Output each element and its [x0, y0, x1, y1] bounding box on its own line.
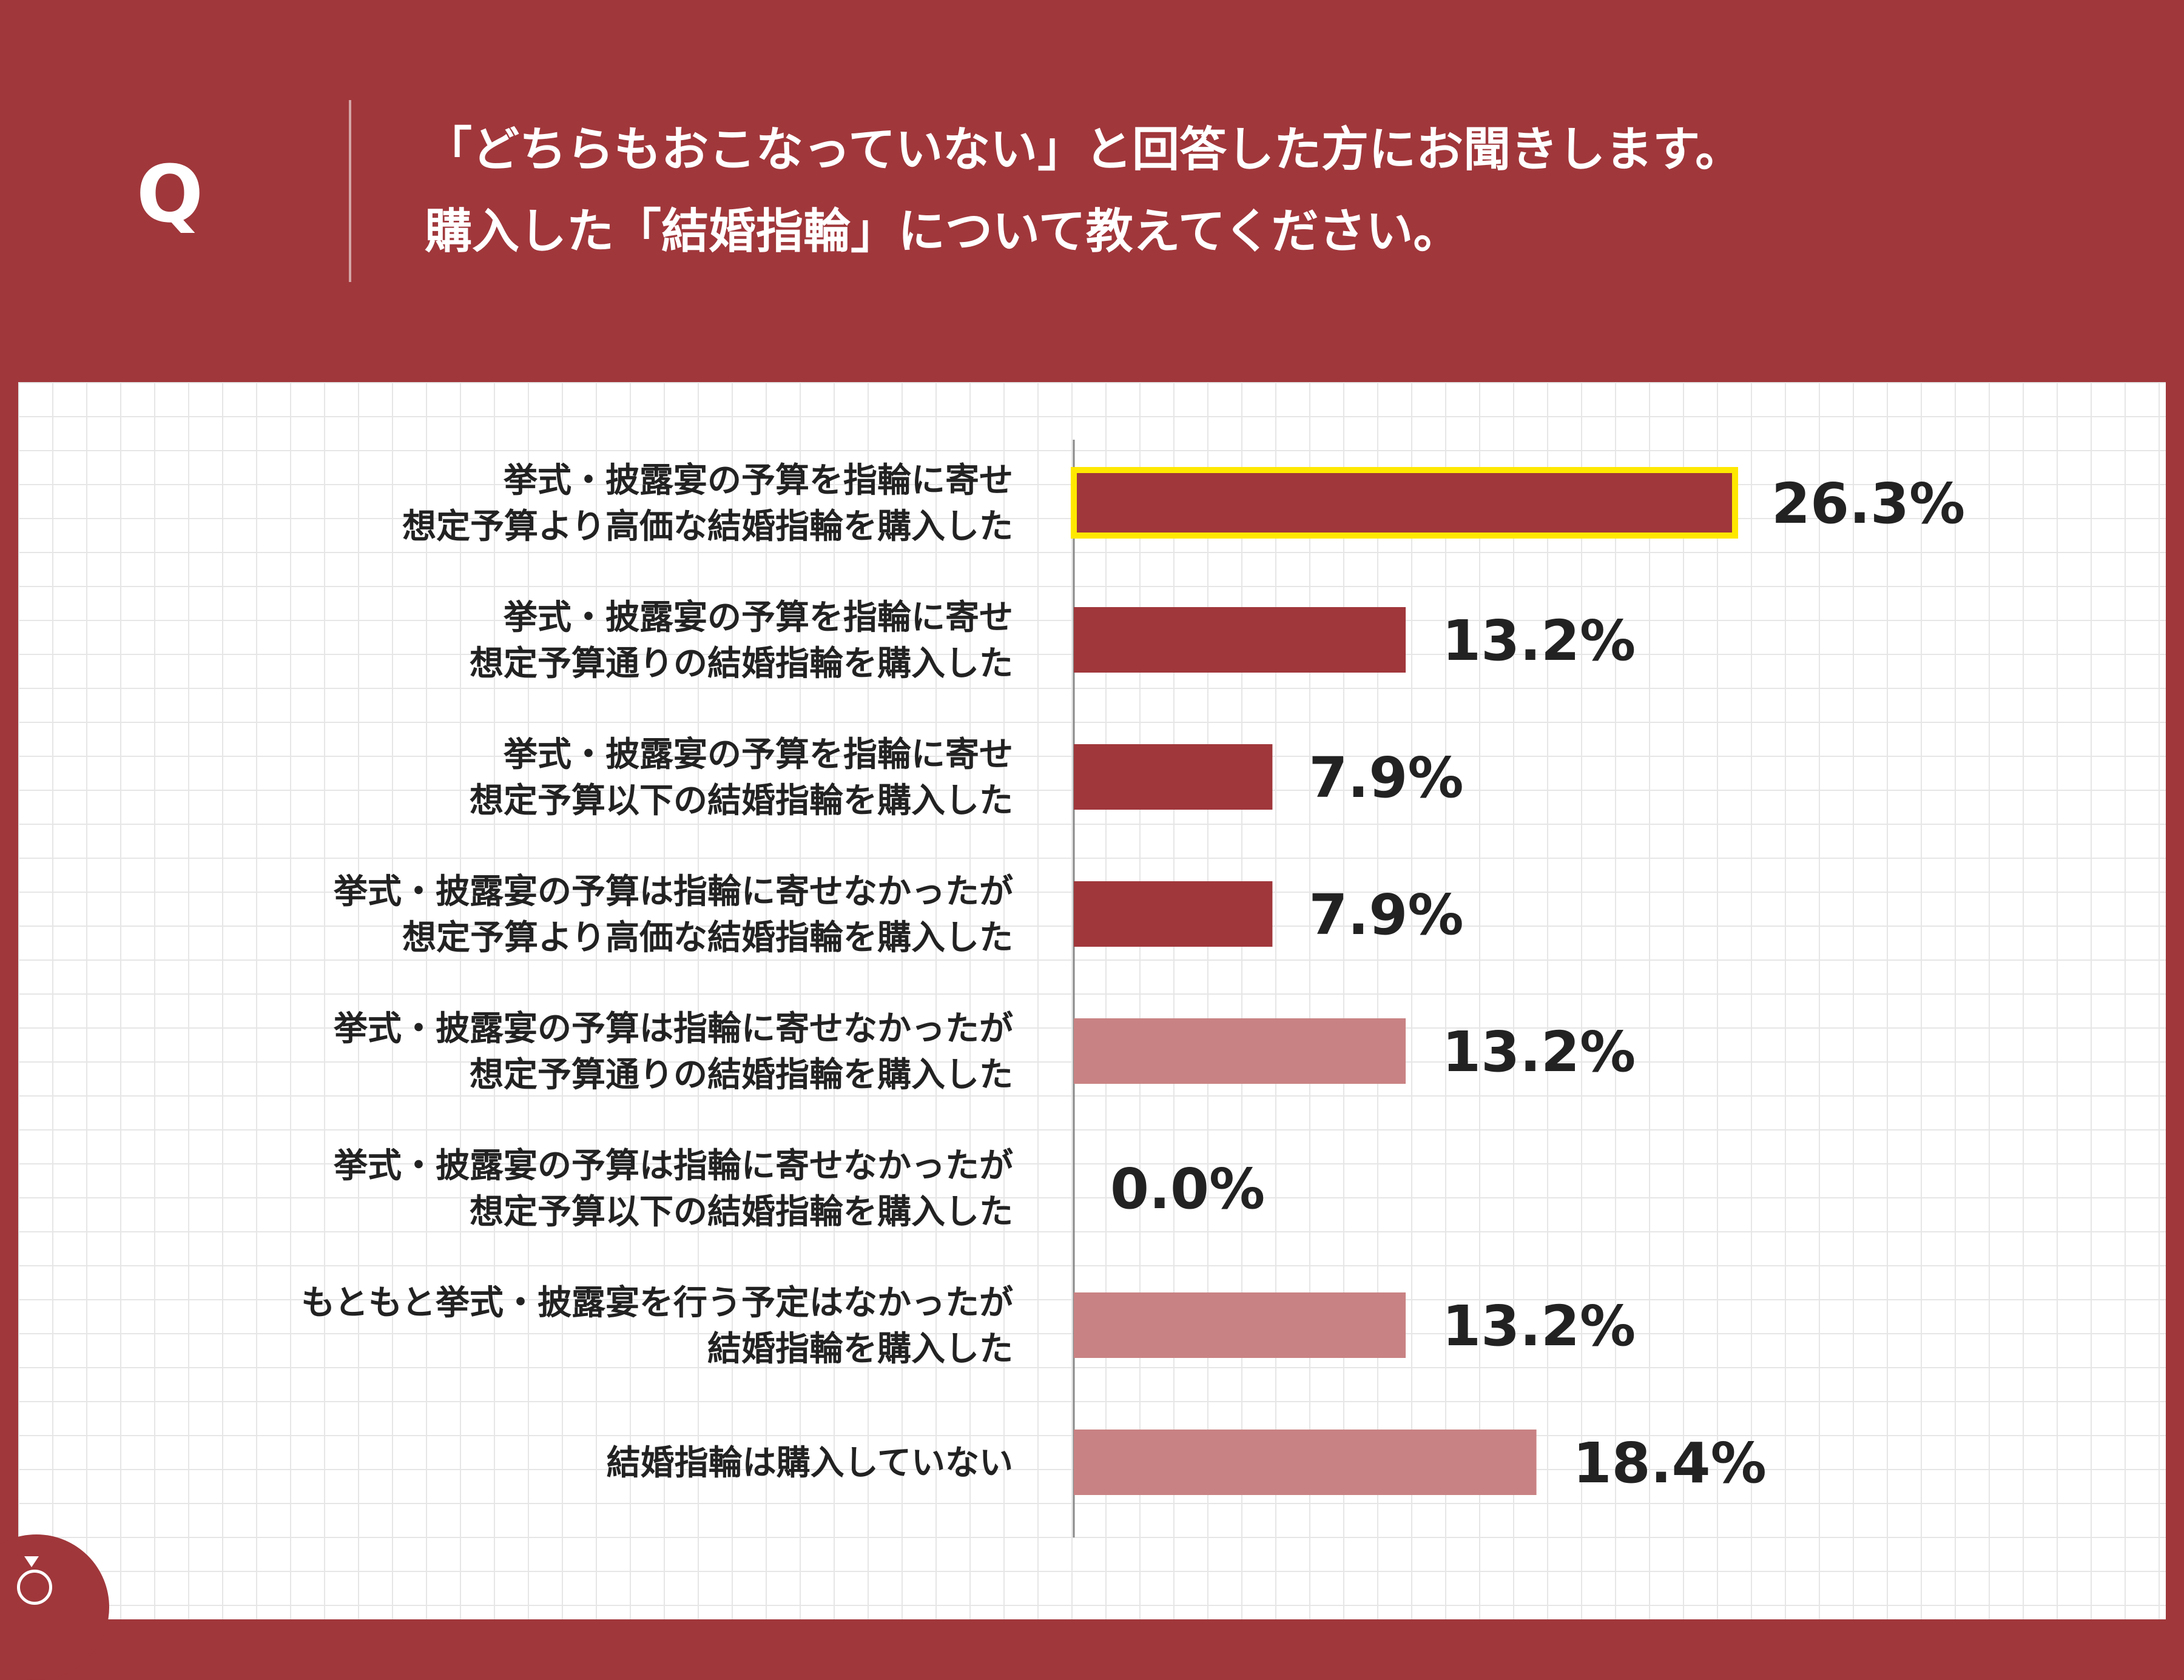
value-label-1: 26.3% [1771, 471, 1965, 536]
category-label-5-line-1: 挙式・披露宴の予算は指輪に寄せなかったが [333, 1009, 1013, 1049]
category-label-6-line-1: 挙式・披露宴の予算は指輪に寄せなかったが [333, 1146, 1013, 1186]
category-label-5-line-2: 想定予算通りの結婚指輪を購入した [470, 1055, 1013, 1095]
category-label-6-line-2: 想定予算以下の結婚指輪を購入した [470, 1192, 1013, 1232]
question-line-1: 「どちらもおこなっていない」と回答した方にお聞きします。 [425, 123, 1743, 177]
category-label-3-line-1: 挙式・披露宴の予算を指輪に寄せ [503, 735, 1013, 774]
bar-5 [1074, 1018, 1406, 1084]
bar-chart: 26.3%挙式・披露宴の予算を指輪に寄せ想定予算より高価な結婚指輪を購入した13… [301, 440, 1965, 1537]
category-label-1-line-2: 想定予算より高価な結婚指輪を購入した [402, 507, 1013, 546]
value-label-6: 0.0% [1110, 1157, 1265, 1221]
value-label-5: 13.2% [1442, 1020, 1636, 1084]
category-label-3-line-2: 想定予算以下の結婚指輪を購入した [470, 781, 1013, 821]
value-label-3: 7.9% [1309, 745, 1463, 810]
bar-8 [1074, 1430, 1537, 1495]
category-label-8-line-1: 結婚指輪は購入していない [607, 1443, 1013, 1483]
chart-panel: 26.3% 挙式・披露宴の予算を指輪に寄せ 想定予算より高価な結婚指輪を購入した 13… [18, 382, 2166, 1619]
bar-1 [1074, 470, 1735, 536]
value-label-4: 7.9% [1309, 882, 1463, 947]
question-mark: Q [136, 148, 204, 240]
bar-2 [1074, 607, 1406, 673]
bar-3 [1074, 744, 1273, 810]
header-divider [349, 100, 351, 282]
category-label-4-line-2: 想定予算より高価な結婚指輪を購入した [402, 918, 1013, 958]
question-line-2: 購入した「結婚指輪」について教えてください。 [425, 204, 1461, 259]
category-label-7-line-1: もともと挙式・披露宴を行う予定はなかったが [301, 1283, 1013, 1323]
category-label-4-line-1: 挙式・披露宴の予算は指輪に寄せなかったが [333, 872, 1013, 912]
value-label-7: 13.2% [1442, 1294, 1636, 1359]
question-header: Q 「どちらもおこなっていない」と回答した方にお聞きします。 購入した「結婚指輪… [0, 0, 2184, 382]
value-label-8: 18.4% [1573, 1431, 1767, 1496]
value-label-2: 13.2% [1442, 608, 1636, 673]
category-label-2-line-1: 挙式・披露宴の予算を指輪に寄せ [503, 598, 1013, 637]
bar-highlight-outline [1071, 467, 1738, 539]
ring-logo-icon [17, 1570, 52, 1605]
bar-7 [1074, 1292, 1406, 1358]
bar-4 [1074, 881, 1273, 947]
question-text: 「どちらもおこなっていない」と回答した方にお聞きします。 購入した「結婚指輪」に… [425, 109, 2123, 273]
category-label-7-line-2: 結婚指輪を購入した [707, 1329, 1013, 1369]
category-label-2-line-2: 想定予算通りの結婚指輪を購入した [470, 644, 1013, 684]
category-label-1-line-1: 挙式・披露宴の予算を指輪に寄せ [503, 461, 1013, 500]
